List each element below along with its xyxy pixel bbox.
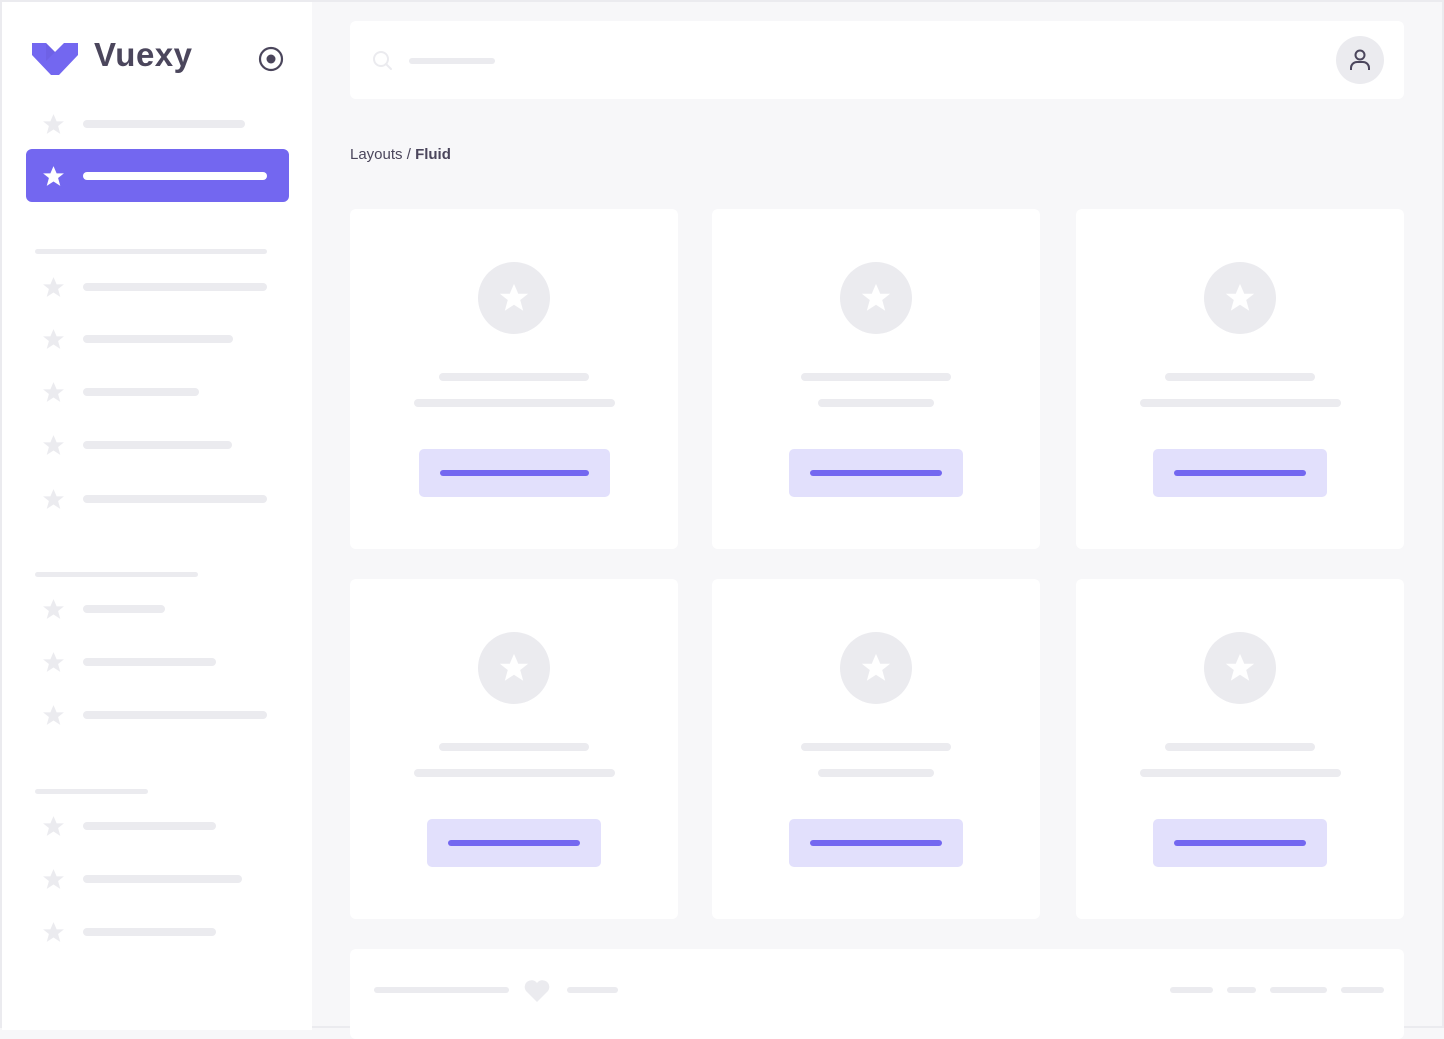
card-title <box>439 373 589 381</box>
card-button[interactable] <box>418 449 610 497</box>
sidebar-toggle-icon[interactable] <box>258 46 284 72</box>
footer-link[interactable] <box>1170 987 1213 993</box>
card-text <box>413 769 615 777</box>
content-card <box>1076 579 1404 919</box>
card-text <box>1139 399 1341 407</box>
card-button[interactable] <box>789 449 963 497</box>
user-icon <box>1350 49 1370 70</box>
star-icon <box>43 816 64 836</box>
brand-name: Vuexy <box>94 36 193 73</box>
section-header <box>35 789 148 794</box>
card-button[interactable] <box>1153 819 1327 867</box>
card-title <box>439 743 589 751</box>
star-icon <box>43 277 64 297</box>
vuexy-logo-icon <box>32 43 78 75</box>
search-input[interactable] <box>409 58 495 64</box>
card-text <box>818 769 934 777</box>
section-header <box>35 572 198 577</box>
sidebar-item-active[interactable] <box>26 149 289 202</box>
footer-link[interactable] <box>567 987 618 993</box>
star-icon <box>43 382 64 402</box>
card-text <box>1139 769 1341 777</box>
star-icon <box>43 114 64 134</box>
card-text <box>413 399 615 407</box>
card-button[interactable] <box>1153 449 1327 497</box>
star-icon <box>1225 283 1255 311</box>
card-icon-circle <box>478 262 550 334</box>
breadcrumb-current: Fluid <box>415 146 451 163</box>
content-card <box>712 209 1040 549</box>
card-icon-circle <box>840 632 912 704</box>
heart-icon <box>524 980 550 1002</box>
footer-link[interactable] <box>1227 987 1256 993</box>
sidebar-item-label <box>83 172 267 180</box>
card-icon-circle <box>1204 632 1276 704</box>
card-title <box>1165 743 1315 751</box>
star-icon <box>861 283 891 311</box>
card-icon-circle <box>478 632 550 704</box>
star-icon <box>43 489 64 509</box>
content-card <box>1076 209 1404 549</box>
star-icon <box>499 653 529 681</box>
footer-link[interactable] <box>1341 987 1384 993</box>
footer-link[interactable] <box>1270 987 1327 993</box>
content-card <box>350 579 678 919</box>
star-icon <box>43 922 64 942</box>
star-icon <box>43 435 64 455</box>
card-text <box>818 399 934 407</box>
footer-text <box>374 987 509 993</box>
card-title <box>1165 373 1315 381</box>
top-navbar <box>350 21 1404 99</box>
star-icon <box>43 705 64 725</box>
card-title <box>801 373 951 381</box>
star-icon <box>43 652 64 672</box>
star-icon <box>43 166 64 186</box>
star-icon <box>1225 653 1255 681</box>
card-button[interactable] <box>789 819 963 867</box>
star-icon <box>861 653 891 681</box>
card-title <box>801 743 951 751</box>
card-icon-circle <box>1204 262 1276 334</box>
breadcrumb-separator: / <box>402 146 416 163</box>
breadcrumb: Layouts / Fluid <box>350 146 451 163</box>
search-icon[interactable] <box>372 50 394 72</box>
content-card <box>712 579 1040 919</box>
footer <box>350 949 1404 1039</box>
card-button[interactable] <box>427 819 601 867</box>
breadcrumb-parent[interactable]: Layouts <box>350 146 403 163</box>
sidebar: Vuexy <box>2 2 312 1030</box>
section-header <box>35 249 267 254</box>
content-card <box>350 209 678 549</box>
avatar[interactable] <box>1336 36 1384 84</box>
star-icon <box>43 869 64 889</box>
card-icon-circle <box>840 262 912 334</box>
star-icon <box>43 329 64 349</box>
star-icon <box>499 283 529 311</box>
star-icon <box>43 599 64 619</box>
